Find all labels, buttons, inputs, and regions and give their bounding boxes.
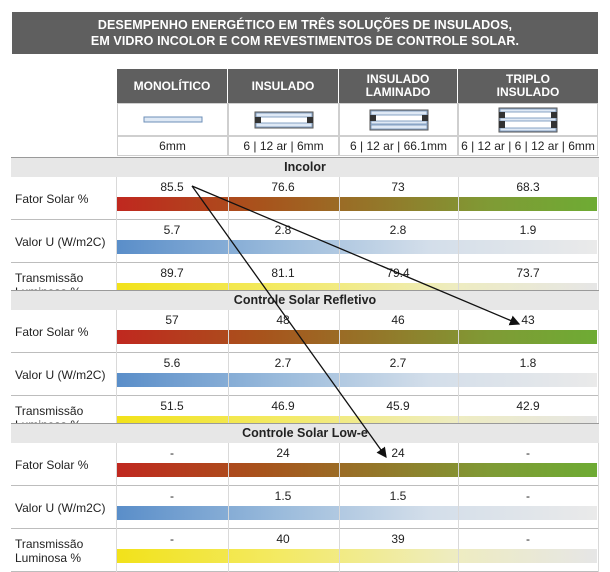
column-divider bbox=[228, 310, 229, 439]
value-cell: 1.8 bbox=[519, 356, 537, 370]
value-cell: 81.1 bbox=[271, 266, 295, 280]
column-divider bbox=[598, 310, 599, 439]
column-header-triplo-insulado: TRIPLO INSULADO bbox=[458, 69, 598, 103]
row-label-fator-solar: Fator Solar % bbox=[15, 457, 89, 472]
triple-pane-glass-icon bbox=[458, 103, 598, 136]
laminated-double-glass-icon bbox=[339, 103, 458, 136]
row-label-fator-solar: Fator Solar % bbox=[15, 324, 89, 339]
column-divider bbox=[458, 177, 459, 306]
value-cell: 73 bbox=[391, 180, 405, 194]
value-cell: - bbox=[526, 532, 530, 546]
title-line-2: EM VIDRO INCOLOR E COM REVESTIMENTOS DE … bbox=[90, 34, 520, 48]
row-label-valor-u-w-m2c: Valor U (W/m2C) bbox=[15, 367, 106, 382]
value-cell: 85.5 bbox=[160, 180, 184, 194]
value-cell: - bbox=[170, 532, 174, 546]
column-header-insulado: INSULADO bbox=[228, 69, 339, 103]
value-cell: 51.5 bbox=[160, 399, 184, 413]
section-header-controle-solar-refletivo: Controle Solar Refletivo bbox=[11, 290, 599, 310]
arrow-to-lowe-laminado bbox=[191, 185, 387, 459]
column-divider bbox=[339, 443, 340, 572]
section-header-incolor: Incolor bbox=[11, 157, 599, 177]
value-cell: 45.9 bbox=[386, 399, 410, 413]
column-divider bbox=[339, 310, 340, 439]
column-divider bbox=[116, 177, 117, 306]
value-cell: 46 bbox=[391, 313, 405, 327]
double-pane-glass-icon bbox=[228, 103, 339, 136]
value-cell: 68.3 bbox=[516, 180, 540, 194]
value-cell: 43 bbox=[521, 313, 535, 327]
row-divider bbox=[11, 262, 599, 263]
gradient-bar-blue-grey bbox=[117, 506, 597, 520]
row-label-valor-u-w-m2c: Valor U (W/m2C) bbox=[15, 234, 106, 249]
gradient-bar-blue-grey bbox=[117, 373, 597, 387]
column-header-insulado-laminado: INSULADO LAMINADO bbox=[339, 69, 458, 103]
value-cell: 46.9 bbox=[271, 399, 295, 413]
value-cell: 2.7 bbox=[389, 356, 407, 370]
section-header-controle-solar-low-e: Controle Solar Low-e bbox=[11, 423, 599, 443]
spec-insulado-laminado: 6 | 12 ar | 66.1mm bbox=[339, 136, 458, 156]
column-divider bbox=[116, 310, 117, 439]
row-divider bbox=[11, 352, 599, 353]
value-cell: - bbox=[526, 489, 530, 503]
column-divider bbox=[598, 443, 599, 572]
value-cell: 42.9 bbox=[516, 399, 540, 413]
column-divider bbox=[228, 177, 229, 306]
value-cell: 1.5 bbox=[274, 489, 292, 503]
column-divider bbox=[116, 443, 117, 572]
value-cell: 73.7 bbox=[516, 266, 540, 280]
chart-title: DESEMPENHO ENERGÉTICO EM TRÊS SOLUÇÕES D… bbox=[12, 12, 598, 54]
row-divider bbox=[11, 395, 599, 396]
gradient-bar-red-green bbox=[117, 197, 597, 211]
row-label-fator-solar: Fator Solar % bbox=[15, 191, 89, 206]
value-cell: 40 bbox=[276, 532, 290, 546]
single-pane-glass-icon bbox=[117, 103, 228, 136]
value-cell: 57 bbox=[165, 313, 179, 327]
arrow-overlay bbox=[191, 185, 521, 459]
value-cell: 5.6 bbox=[163, 356, 181, 370]
value-cell: 2.7 bbox=[274, 356, 292, 370]
value-cell: - bbox=[170, 446, 174, 460]
spec-monolitico: 6mm bbox=[117, 136, 228, 156]
column-divider bbox=[458, 310, 459, 439]
value-cell: 24 bbox=[391, 446, 405, 460]
value-cell: 2.8 bbox=[389, 223, 407, 237]
column-header-monolitico: MONOLÍTICO bbox=[117, 69, 228, 103]
value-cell: 1.5 bbox=[389, 489, 407, 503]
gradient-bar-red-green bbox=[117, 330, 597, 344]
row-divider bbox=[11, 528, 599, 529]
column-divider bbox=[458, 443, 459, 572]
value-cell: 48 bbox=[276, 313, 290, 327]
spec-insulado: 6 | 12 ar | 6mm bbox=[228, 136, 339, 156]
title-line-1: DESEMPENHO ENERGÉTICO EM TRÊS SOLUÇÕES D… bbox=[97, 18, 513, 32]
value-cell: - bbox=[170, 489, 174, 503]
value-cell: - bbox=[526, 446, 530, 460]
value-cell: 5.7 bbox=[163, 223, 181, 237]
column-divider bbox=[228, 443, 229, 572]
row-divider bbox=[11, 219, 599, 220]
spec-triplo-insulado: 6 | 12 ar | 6 | 12 ar | 6mm bbox=[458, 136, 598, 156]
gradient-bar-red-green bbox=[117, 463, 597, 477]
row-divider bbox=[11, 485, 599, 486]
value-cell: 89.7 bbox=[160, 266, 184, 280]
value-cell: 24 bbox=[276, 446, 290, 460]
gradient-bar-blue-grey bbox=[117, 240, 597, 254]
value-cell: 1.9 bbox=[519, 223, 537, 237]
row-label-valor-u-w-m2c: Valor U (W/m2C) bbox=[15, 500, 106, 515]
value-cell: 76.6 bbox=[271, 180, 295, 194]
arrow-to-refletivo-triplo bbox=[191, 185, 521, 326]
column-divider bbox=[598, 177, 599, 306]
column-divider bbox=[339, 177, 340, 306]
value-cell: 39 bbox=[391, 532, 405, 546]
